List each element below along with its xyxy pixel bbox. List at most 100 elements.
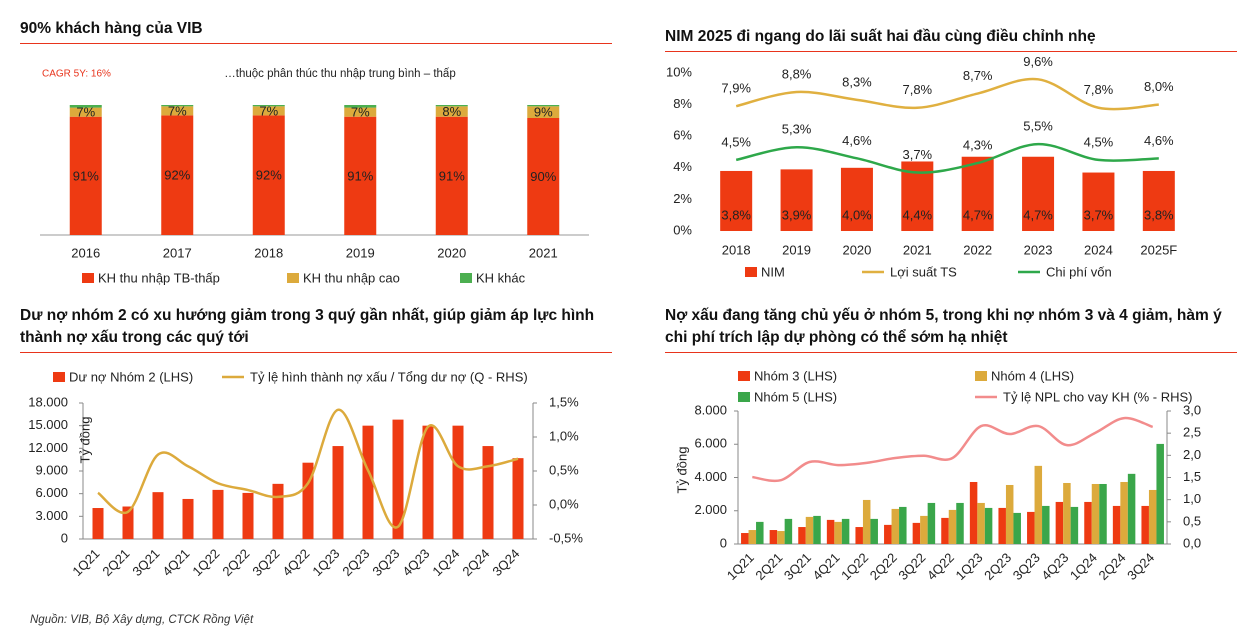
y2-tick-label: 0,5 <box>1183 513 1201 528</box>
x-tick-label: 3Q21 <box>129 546 162 579</box>
bar <box>805 516 814 544</box>
bar-segment <box>527 106 560 118</box>
bar <box>1141 505 1149 544</box>
data-label: 3,7% <box>1084 207 1114 222</box>
x-tick-label: 2Q22 <box>219 546 252 579</box>
bar <box>941 517 949 544</box>
legend-label: NIM <box>761 264 785 279</box>
data-label: 4,5% <box>721 134 751 149</box>
legend-label: Nhóm 5 (LHS) <box>754 389 837 404</box>
data-label: 92% <box>256 168 282 183</box>
line <box>735 142 1159 174</box>
source-note: Nguồn: VIB, Bộ Xây dựng, CTCK Rồng Việt <box>30 614 254 626</box>
x-tick-label: 4Q22 <box>279 546 312 579</box>
bar <box>1027 511 1035 544</box>
data-label: 3,8% <box>1144 207 1174 222</box>
y2-tick-label: 0,0 <box>1183 535 1201 550</box>
legend-label: Chi phí vốn <box>1046 264 1112 279</box>
bar <box>756 521 764 544</box>
bar-segment <box>69 116 102 235</box>
y-tick-label: 10% <box>666 64 692 79</box>
line <box>97 408 519 529</box>
legend-label: Tỷ lệ hình thành nợ xấu / Tổng dư nợ (Q … <box>250 369 528 384</box>
legend-marker <box>738 392 750 402</box>
y2-tick-label: 1,0 <box>1183 491 1201 506</box>
legend-marker <box>460 273 472 283</box>
bar-segment <box>435 106 468 117</box>
legend-label: Lợi suất TS <box>890 264 957 279</box>
bar-segment <box>69 107 102 117</box>
x-tick-label: 4Q23 <box>1038 550 1071 583</box>
bar <box>899 506 907 544</box>
bar <box>1120 481 1128 544</box>
x-tick-label: 1Q24 <box>429 546 462 579</box>
legend-marker <box>975 371 987 381</box>
bar-segment <box>344 116 377 235</box>
legend-label: KH thu nhập cao <box>303 270 400 285</box>
bar <box>422 425 434 539</box>
legend-marker <box>53 372 65 382</box>
x-tick-label: 2Q24 <box>459 546 492 579</box>
bar-segment <box>69 105 102 108</box>
data-label: 7% <box>259 103 278 118</box>
bar <box>1112 505 1121 544</box>
bar <box>1148 489 1157 544</box>
bar <box>512 458 524 539</box>
bar <box>884 524 892 544</box>
data-label: 4,4% <box>902 207 932 222</box>
bar <box>834 521 842 544</box>
bar <box>92 508 104 539</box>
y2-tick-label: 1,0% <box>549 428 579 443</box>
data-label: 91% <box>347 168 373 183</box>
bar <box>1063 482 1071 544</box>
chart-title: Dư nợ nhóm 2 có xu hướng giảm trong 3 qu… <box>20 305 612 353</box>
data-label: 8,7% <box>963 68 993 83</box>
bar <box>855 527 863 544</box>
bar <box>242 492 254 539</box>
x-tick-label: 2018 <box>722 242 751 257</box>
x-tick-label: 3Q21 <box>781 550 814 583</box>
x-tick-label: 2020 <box>437 245 466 260</box>
data-label: 4,3% <box>963 137 993 152</box>
bar <box>927 502 936 544</box>
x-tick-label: 1Q22 <box>189 546 222 579</box>
x-tick-label: 2016 <box>71 245 100 260</box>
data-label: 4,7% <box>1023 207 1053 222</box>
bar-segment <box>527 118 560 235</box>
annotation: CAGR 5Y: 16% <box>42 69 111 80</box>
legend-marker <box>82 273 94 283</box>
bar <box>1005 484 1014 544</box>
bar <box>780 169 813 231</box>
bar <box>1084 501 1092 544</box>
data-label: 9,6% <box>1023 54 1053 69</box>
bar <box>1034 465 1043 544</box>
x-tick-label: 2Q23 <box>981 550 1014 583</box>
data-label: 8,3% <box>842 74 872 89</box>
bar <box>272 483 284 539</box>
bar <box>784 518 793 544</box>
data-label: 7% <box>76 105 95 120</box>
data-label: 7,9% <box>721 81 751 96</box>
bar-segment <box>161 106 194 116</box>
y-tick-label: 2.000 <box>694 502 727 517</box>
y-tick-label: 12.000 <box>28 440 68 455</box>
data-label: 4,7% <box>963 207 993 222</box>
bar <box>798 527 806 544</box>
bar <box>741 533 749 544</box>
bar <box>912 522 921 544</box>
bar-segment <box>252 105 285 107</box>
data-label: 3,8% <box>721 207 751 222</box>
x-tick-label: 1Q21 <box>69 546 102 579</box>
x-tick-label: 2018 <box>254 245 283 260</box>
x-tick-label: 2019 <box>782 242 811 257</box>
bar <box>182 498 194 539</box>
subtitle: …thuộc phân thúc thu nhập trung bình – t… <box>224 68 455 80</box>
bar <box>748 530 757 544</box>
bar-segment <box>252 106 285 116</box>
x-tick-label: 2017 <box>163 245 192 260</box>
bar-segment <box>435 116 468 235</box>
y-tick-label: 2% <box>673 191 692 206</box>
data-label: 8% <box>442 104 461 119</box>
bar <box>392 419 404 539</box>
